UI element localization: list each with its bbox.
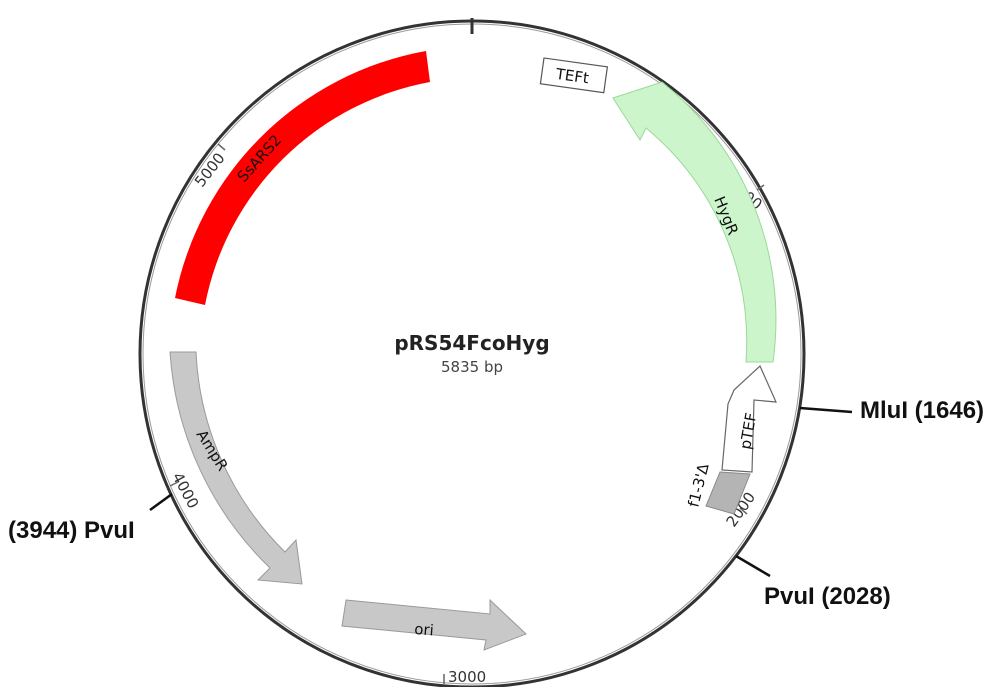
site-pvui-3944-label: (3944) PvuI	[8, 517, 135, 544]
tick-mark	[739, 507, 748, 515]
tick-mark	[756, 184, 765, 191]
plasmid-size: 5835 bp	[441, 358, 503, 376]
site-mlui-line	[799, 406, 853, 414]
site-pvui-2028-label: PvuI (2028)	[764, 583, 891, 610]
feature-f1-block[interactable]	[705, 471, 751, 515]
site-pvui-3944-line	[149, 492, 173, 512]
feature-ampr-arrow[interactable]	[169, 351, 303, 585]
plasmid-name: pRS54FcoHyg	[394, 331, 549, 355]
feature-ssars2-arc[interactable]	[175, 51, 430, 305]
tick-label: 3000	[448, 668, 486, 686]
site-mlui-label: MluI (1646)	[860, 397, 984, 424]
tick-mark	[169, 481, 179, 487]
feature-teft-box[interactable]	[539, 57, 609, 94]
feature-ori-arrow[interactable]	[341, 598, 527, 651]
feature-ori-label: ori	[414, 620, 435, 639]
tick-mark	[217, 143, 226, 151]
feature-teft[interactable]: TEFt	[539, 57, 609, 94]
site-pvui-2028-line	[735, 554, 771, 578]
feature-teft-label: TEFt	[554, 65, 590, 88]
feature-ptef-arrow[interactable]	[721, 364, 777, 473]
tick-label: 4000	[168, 469, 202, 511]
feature-hygr-arrow[interactable]	[612, 81, 777, 363]
